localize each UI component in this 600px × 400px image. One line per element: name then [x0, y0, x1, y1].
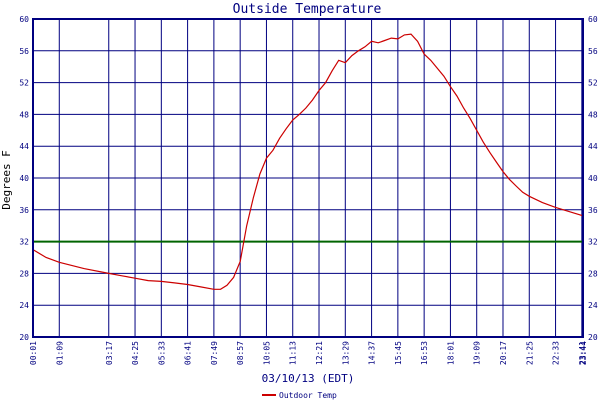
x-tick-label: 08:57	[236, 341, 245, 365]
x-tick-label: 15:45	[394, 341, 403, 365]
x-tick-label: 06:41	[184, 341, 193, 365]
x-tick-label: 23:44	[579, 341, 588, 365]
x-tick-label: 16:53	[420, 341, 429, 365]
x-tick-label: 19:09	[473, 341, 482, 365]
y-tick-label: 20	[19, 333, 29, 342]
y-tick-label-right: 40	[588, 174, 598, 183]
x-tick-label: 20:17	[499, 341, 508, 365]
y-tick-label: 48	[19, 110, 29, 119]
x-axis-label: 03/10/13 (EDT)	[262, 372, 355, 385]
legend: Outdoor Temp	[262, 391, 337, 400]
y-tick-label-right: 60	[588, 15, 598, 24]
y-axis-left: 20 24 28 32 36 40 44 48 52 56 60	[19, 15, 29, 342]
y-tick-label-right: 56	[588, 47, 598, 56]
y-tick-label-right: 48	[588, 110, 598, 119]
x-tick-label: 00:01	[29, 341, 38, 365]
x-tick-label: 05:33	[157, 341, 166, 365]
y-tick-label: 36	[19, 206, 29, 215]
x-tick-label: 21:25	[525, 341, 534, 365]
x-tick-label: 04:25	[131, 341, 140, 365]
chart-title: Outside Temperature	[233, 2, 382, 17]
y-tick-label: 60	[19, 15, 29, 24]
y-axis-label: Degrees F	[0, 150, 13, 210]
y-tick-label-right: 28	[588, 269, 598, 278]
plot-frame	[32, 18, 584, 338]
x-tick-label: 12:21	[315, 341, 324, 365]
y-tick-label: 44	[19, 142, 29, 151]
x-tick-label: 18:01	[446, 341, 455, 365]
y-tick-label-right: 36	[588, 206, 598, 215]
y-tick-label: 56	[19, 47, 29, 56]
y-axis-right: 20 24 28 32 36 40 44 48 52 56 60	[588, 15, 598, 342]
x-axis: 00:01 01:09 03:17 04:25 05:33 06:41 07:49 08:57…	[29, 341, 588, 365]
y-tick-label-right: 20	[588, 333, 598, 342]
x-tick-label: 23:41	[578, 341, 587, 365]
x-tick-label: 11:13	[289, 341, 298, 365]
y-tick-label-right: 24	[588, 301, 598, 310]
y-tick-label: 24	[19, 301, 29, 310]
y-tick-label-right: 52	[588, 79, 598, 88]
y-tick-label: 40	[19, 174, 29, 183]
x-tick-label: 03:17	[105, 341, 114, 365]
x-tick-label: 01:09	[55, 341, 64, 365]
x-tick-label: 14:37	[368, 341, 377, 365]
y-tick-label: 32	[19, 238, 29, 247]
y-tick-label: 28	[19, 269, 29, 278]
x-tick-label: 07:49	[210, 341, 219, 365]
x-tick-label: 22:33	[552, 341, 561, 365]
y-tick-label-right: 32	[588, 238, 598, 247]
y-tick-label: 52	[19, 79, 29, 88]
y-tick-label-right: 44	[588, 142, 598, 151]
series-line-outdoor-temp	[32, 33, 584, 290]
legend-entry: Outdoor Temp	[279, 391, 337, 400]
x-tick-label: 13:29	[341, 341, 350, 365]
x-tick-label: 10:05	[262, 341, 271, 365]
